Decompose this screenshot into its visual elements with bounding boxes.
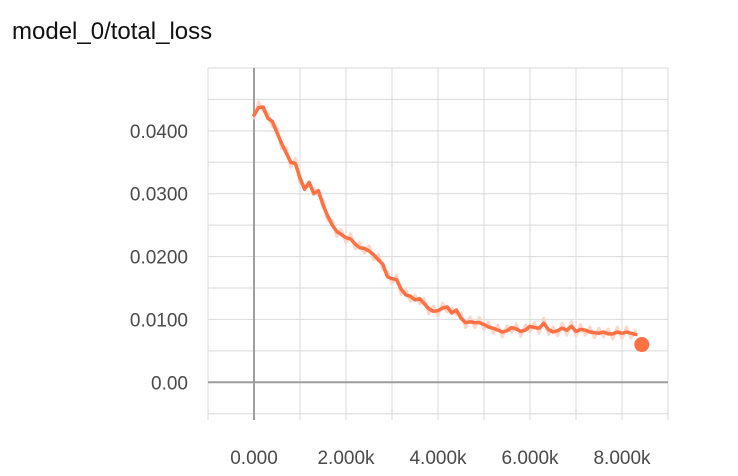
- last-point-marker[interactable]: [634, 337, 650, 353]
- y-tick-label: 0.0300: [130, 185, 188, 206]
- smoothed-series: [252, 105, 650, 353]
- x-tick-label: 0.000: [230, 448, 278, 469]
- series-line: [252, 105, 638, 337]
- x-tick-label: 4.000k: [409, 448, 467, 469]
- y-tick-label: 0.00: [151, 373, 188, 394]
- chart-title: model_0/total_loss: [12, 18, 213, 45]
- axes: [208, 68, 668, 420]
- y-tick-label: 0.0400: [130, 122, 188, 143]
- x-tick-label: 8.000k: [593, 448, 651, 469]
- y-tick-label: 0.0200: [130, 248, 188, 269]
- y-tick-label: 0.0100: [130, 310, 188, 331]
- tick-labels: 0.00 0.0100 0.0200 0.0300 0.0400 0.000 2.000k 4…: [130, 122, 651, 469]
- grid: [207, 67, 669, 420]
- x-tick-label: 6.000k: [501, 448, 559, 469]
- raw-series: [252, 100, 638, 341]
- raw-series-line: [252, 100, 638, 341]
- x-tick-label: 2.000k: [317, 448, 375, 469]
